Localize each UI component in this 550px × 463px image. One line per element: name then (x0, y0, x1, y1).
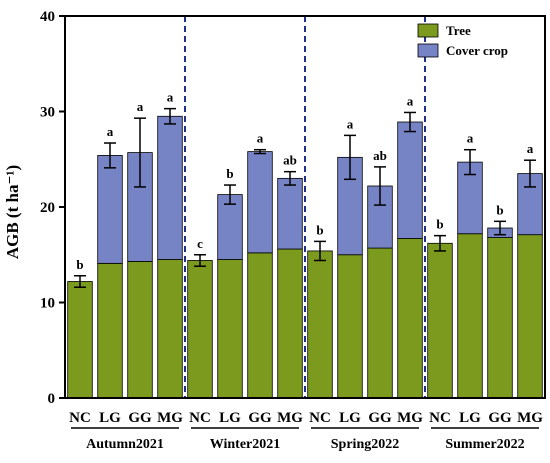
significance-letter-1: a (107, 124, 114, 139)
bar-tree-5 (217, 259, 243, 399)
bar-cover-5 (217, 194, 243, 260)
y-tick-label-4: 40 (40, 9, 55, 25)
significance-letter-6: a (257, 131, 264, 146)
significance-letter-11: a (407, 93, 414, 108)
legend-label-1: Cover crop (446, 43, 508, 58)
legend-swatch-0 (417, 23, 439, 38)
bar-cover-3 (157, 115, 183, 260)
bar-tree-10 (367, 247, 393, 399)
legend: Tree Cover crop (417, 23, 508, 58)
x-tick-label-2: GG (128, 410, 152, 426)
bar-tree-15 (517, 234, 543, 399)
bar-tree-13 (457, 233, 483, 399)
x-tick-label-13: LG (459, 410, 481, 426)
group-label-1: Winter2021 (210, 437, 281, 452)
bar-tree-6 (247, 252, 273, 399)
x-tick-label-12: NC (429, 410, 451, 426)
group-label-2: Spring2022 (331, 437, 399, 452)
x-tick-label-10: GG (368, 410, 392, 426)
bar-tree-0 (67, 281, 93, 399)
bar-tree-9 (337, 254, 363, 399)
x-tick-label-15: MG (517, 410, 543, 426)
x-tick-label-9: LG (339, 410, 361, 426)
y-axis-label: AGB (t ha⁻¹) (3, 165, 22, 259)
x-tick-label-7: MG (277, 410, 303, 426)
significance-letter-10: ab (373, 148, 387, 163)
x-tick-label-11: MG (397, 410, 423, 426)
x-tick-label-1: LG (99, 410, 121, 426)
bar-tree-8 (307, 250, 333, 399)
significance-letter-7: ab (283, 153, 297, 168)
group-label-0: Autumn2021 (86, 437, 164, 452)
significance-letter-14: b (496, 202, 503, 217)
bar-tree-11 (397, 238, 423, 399)
bar-cover-7 (277, 177, 303, 250)
bar-tree-4 (187, 260, 213, 399)
bar-cover-1 (97, 155, 123, 264)
bar-cover-11 (397, 121, 423, 239)
significance-letter-5: b (226, 166, 233, 181)
group-label-3: Summer2022 (445, 437, 524, 452)
y-tick-label-2: 20 (40, 200, 55, 216)
legend-swatch-1 (417, 43, 439, 58)
y-tick-label-3: 30 (40, 105, 55, 121)
significance-letter-9: a (347, 116, 354, 131)
axis-layer: 0 10 20 30 40 NC LG GG MG NC LG GG MG NC LG GG MG NC LG GG M… (40, 9, 546, 452)
y-tick-label-1: 10 (40, 296, 55, 312)
bar-tree-7 (277, 248, 303, 399)
x-tick-label-5: LG (219, 410, 241, 426)
bar-cover-6 (247, 151, 273, 254)
significance-letter-2: a (137, 99, 144, 114)
significance-letter-4: c (197, 236, 203, 251)
legend-label-0: Tree (446, 23, 471, 38)
significance-letter-8: b (316, 222, 323, 237)
bar-tree-14 (487, 237, 513, 399)
bar-tree-1 (97, 262, 123, 399)
bar-tree-3 (157, 259, 183, 399)
significance-letter-0: b (76, 257, 83, 272)
x-tick-label-14: GG (488, 410, 512, 426)
bar-tree-2 (127, 261, 153, 399)
significance-letter-13: a (467, 131, 474, 146)
x-tick-label-0: NC (69, 410, 91, 426)
significance-letter-12: b (436, 217, 443, 232)
x-tick-label-3: MG (157, 410, 183, 426)
significance-letter-15: a (527, 141, 534, 156)
bar-tree-12 (427, 242, 453, 399)
x-tick-label-4: NC (189, 410, 211, 426)
x-tick-label-8: NC (309, 410, 331, 426)
x-tick-label-6: GG (248, 410, 272, 426)
significance-letter-3: a (167, 90, 174, 105)
y-tick-label-0: 0 (48, 391, 56, 407)
